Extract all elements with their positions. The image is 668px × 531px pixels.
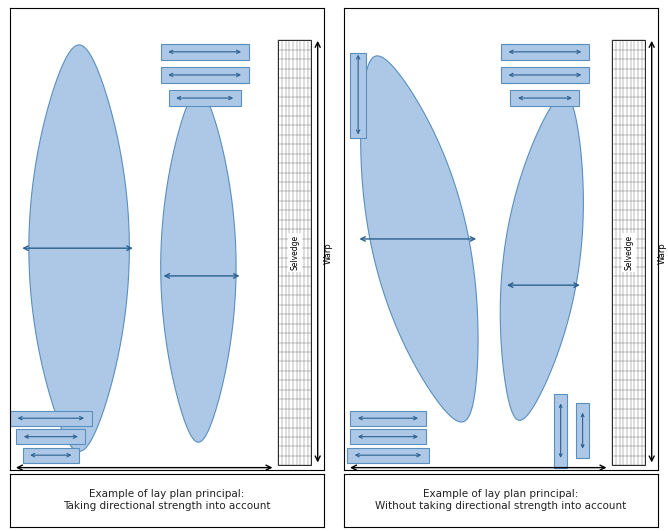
Text: Selvedge: Selvedge [291,235,299,270]
Polygon shape [161,91,236,442]
Polygon shape [361,56,478,422]
Text: Weft: Weft [38,489,57,498]
Bar [161,66,248,83]
Bar [168,90,240,106]
Bar [501,66,589,83]
Bar [161,44,248,60]
Bar [350,429,426,444]
Bar [350,53,366,139]
Bar [501,44,589,60]
Bar [576,403,589,458]
Text: Warp: Warp [324,242,333,264]
Bar [350,410,426,426]
Text: Weft: Weft [372,489,391,498]
Polygon shape [29,45,130,451]
Bar [510,90,580,106]
Bar [554,393,567,468]
Text: Example of lay plan principal:
Without taking directional strength into account: Example of lay plan principal: Without t… [375,490,627,511]
Polygon shape [500,95,583,421]
Bar [16,429,86,444]
Bar [23,448,79,463]
Bar [613,40,645,465]
Text: Example of lay plan principal:
Taking directional strength into account: Example of lay plan principal: Taking di… [63,490,271,511]
Text: Warp: Warp [658,242,667,264]
Bar [347,448,429,463]
Text: Selvedge: Selvedge [625,235,633,270]
Bar [279,40,311,465]
Bar [10,410,92,426]
